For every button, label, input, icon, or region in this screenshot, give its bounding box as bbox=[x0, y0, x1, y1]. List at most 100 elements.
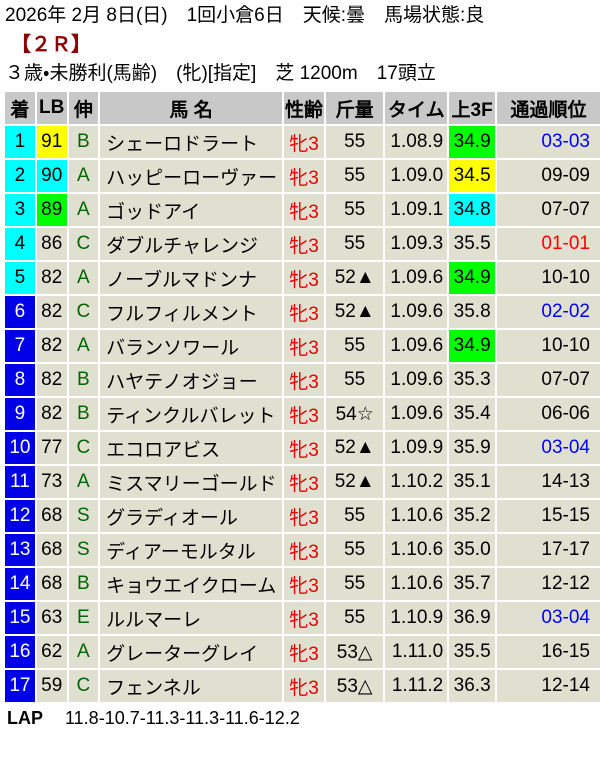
horse-name: ルルマーレ bbox=[100, 602, 283, 634]
carried-weight: 52▲ bbox=[325, 466, 384, 498]
carried-weight: 55 bbox=[325, 364, 384, 396]
lb-score: 82 bbox=[36, 330, 67, 362]
last-3f-time: 34.9 bbox=[449, 330, 496, 362]
horse-name: ディアーモルタル bbox=[100, 534, 283, 566]
table-row: 1 91 B シェーロドラート 牝3 55 1.08.9 34.9 03-03 bbox=[5, 126, 600, 158]
lb-score: 68 bbox=[36, 534, 67, 566]
horse-name: エコロアビス bbox=[100, 432, 283, 464]
horse-name: ダブルチャレンジ bbox=[100, 228, 283, 260]
horse-name: グレーターグレイ bbox=[100, 636, 283, 668]
carried-weight: 52▲ bbox=[325, 296, 384, 328]
passing-order: 09-09 bbox=[497, 160, 600, 192]
table-header-row: 着 LB 伸 馬 名 性齢 斤量 タイム 上3F 通過順位 bbox=[5, 92, 600, 124]
last-3f-time: 34.9 bbox=[449, 126, 496, 158]
last-3f-time: 36.9 bbox=[449, 602, 496, 634]
finish-time: 1.10.9 bbox=[385, 602, 448, 634]
column-header-sex-age: 性齢 bbox=[284, 92, 324, 124]
passing-order: 07-07 bbox=[497, 364, 600, 396]
sex-age: 牝3 bbox=[284, 670, 324, 702]
carried-weight: 55 bbox=[325, 534, 384, 566]
finish-position: 13 bbox=[5, 534, 35, 566]
lap-values: 11.8-10.7-11.3-11.3-11.6-12.2 bbox=[65, 708, 300, 728]
finish-time: 1.10.6 bbox=[385, 534, 448, 566]
finish-position: 15 bbox=[5, 602, 35, 634]
nobi-grade: C bbox=[68, 228, 99, 260]
finish-time: 1.11.2 bbox=[385, 670, 448, 702]
finish-position: 10 bbox=[5, 432, 35, 464]
finish-position: 4 bbox=[5, 228, 35, 260]
finish-time: 1.09.3 bbox=[385, 228, 448, 260]
horse-name: ノーブルマドンナ bbox=[100, 262, 283, 294]
horse-name: ハッピーローヴァー bbox=[100, 160, 283, 192]
passing-order: 03-04 bbox=[497, 602, 600, 634]
finish-time: 1.09.6 bbox=[385, 364, 448, 396]
nobi-grade: B bbox=[68, 364, 99, 396]
passing-order: 03-04 bbox=[497, 432, 600, 464]
finish-time: 1.10.6 bbox=[385, 500, 448, 532]
nobi-grade: S bbox=[68, 534, 99, 566]
nobi-grade: A bbox=[68, 194, 99, 226]
sex-age: 牝3 bbox=[284, 194, 324, 226]
nobi-grade: A bbox=[68, 160, 99, 192]
nobi-grade: B bbox=[68, 398, 99, 430]
nobi-grade: A bbox=[68, 466, 99, 498]
race-result-page: 2026年 2月 8日(日) 1回小倉6日 天候:曇 馬場状態:良 【２Ｒ】 ３… bbox=[5, 5, 600, 728]
sex-age: 牝3 bbox=[284, 364, 324, 396]
sex-age: 牝3 bbox=[284, 534, 324, 566]
passing-order: 10-10 bbox=[497, 262, 600, 294]
nobi-grade: B bbox=[68, 568, 99, 600]
nobi-grade: S bbox=[68, 500, 99, 532]
last-3f-time: 34.9 bbox=[449, 262, 496, 294]
table-row: 16 62 A グレーターグレイ 牝3 53△ 1.11.0 35.5 16-1… bbox=[5, 636, 600, 668]
table-row: 9 82 B ティンクルバレット 牝3 54☆ 1.09.6 35.4 06-0… bbox=[5, 398, 600, 430]
lb-score: 86 bbox=[36, 228, 67, 260]
race-number: 【２Ｒ】 bbox=[11, 34, 91, 56]
finish-position: 2 bbox=[5, 160, 35, 192]
carried-weight: 52▲ bbox=[325, 432, 384, 464]
carried-weight: 55 bbox=[325, 126, 384, 158]
finish-time: 1.09.0 bbox=[385, 160, 448, 192]
carried-weight: 54☆ bbox=[325, 398, 384, 430]
race-meta-line: 2026年 2月 8日(日) 1回小倉6日 天候:曇 馬場状態:良 bbox=[5, 5, 485, 26]
lb-score: 82 bbox=[36, 364, 67, 396]
finish-position: 1 bbox=[5, 126, 35, 158]
lb-score: 63 bbox=[36, 602, 67, 634]
column-header-weight: 斤量 bbox=[325, 92, 384, 124]
finish-position: 16 bbox=[5, 636, 35, 668]
column-header-nobi: 伸 bbox=[68, 92, 99, 124]
nobi-grade: A bbox=[68, 636, 99, 668]
table-row: 6 82 C フルフィルメント 牝3 52▲ 1.09.6 35.8 02-02 bbox=[5, 296, 600, 328]
finish-position: 5 bbox=[5, 262, 35, 294]
lb-score: 91 bbox=[36, 126, 67, 158]
carried-weight: 52▲ bbox=[325, 262, 384, 294]
sex-age: 牝3 bbox=[284, 160, 324, 192]
passing-order: 02-02 bbox=[497, 296, 600, 328]
last-3f-time: 35.5 bbox=[449, 636, 496, 668]
passing-order: 12-14 bbox=[497, 670, 600, 702]
lb-score: 68 bbox=[36, 568, 67, 600]
last-3f-time: 35.9 bbox=[449, 432, 496, 464]
table-row: 12 68 S グラディオール 牝3 55 1.10.6 35.2 15-15 bbox=[5, 500, 600, 532]
passing-order: 10-10 bbox=[497, 330, 600, 362]
passing-order: 06-06 bbox=[497, 398, 600, 430]
horse-name: ミスマリーゴールド bbox=[100, 466, 283, 498]
finish-position: 7 bbox=[5, 330, 35, 362]
finish-position: 17 bbox=[5, 670, 35, 702]
column-header-time: タイム bbox=[385, 92, 448, 124]
column-header-passing-order: 通過順位 bbox=[497, 92, 600, 124]
last-3f-time: 35.0 bbox=[449, 534, 496, 566]
lb-score: 82 bbox=[36, 296, 67, 328]
table-row: 3 89 A ゴッドアイ 牝3 55 1.09.1 34.8 07-07 bbox=[5, 194, 600, 226]
finish-time: 1.09.1 bbox=[385, 194, 448, 226]
passing-order: 01-01 bbox=[497, 228, 600, 260]
column-header-horse-name: 馬 名 bbox=[100, 92, 283, 124]
horse-name: ハヤテノオジョー bbox=[100, 364, 283, 396]
horse-name: フェンネル bbox=[100, 670, 283, 702]
passing-order: 17-17 bbox=[497, 534, 600, 566]
finish-time: 1.09.6 bbox=[385, 262, 448, 294]
carried-weight: 53△ bbox=[325, 670, 384, 702]
table-row: 14 68 B キョウエイクローム 牝3 55 1.10.6 35.7 12-1… bbox=[5, 568, 600, 600]
last-3f-time: 35.2 bbox=[449, 500, 496, 532]
lb-score: 89 bbox=[36, 194, 67, 226]
passing-order: 07-07 bbox=[497, 194, 600, 226]
